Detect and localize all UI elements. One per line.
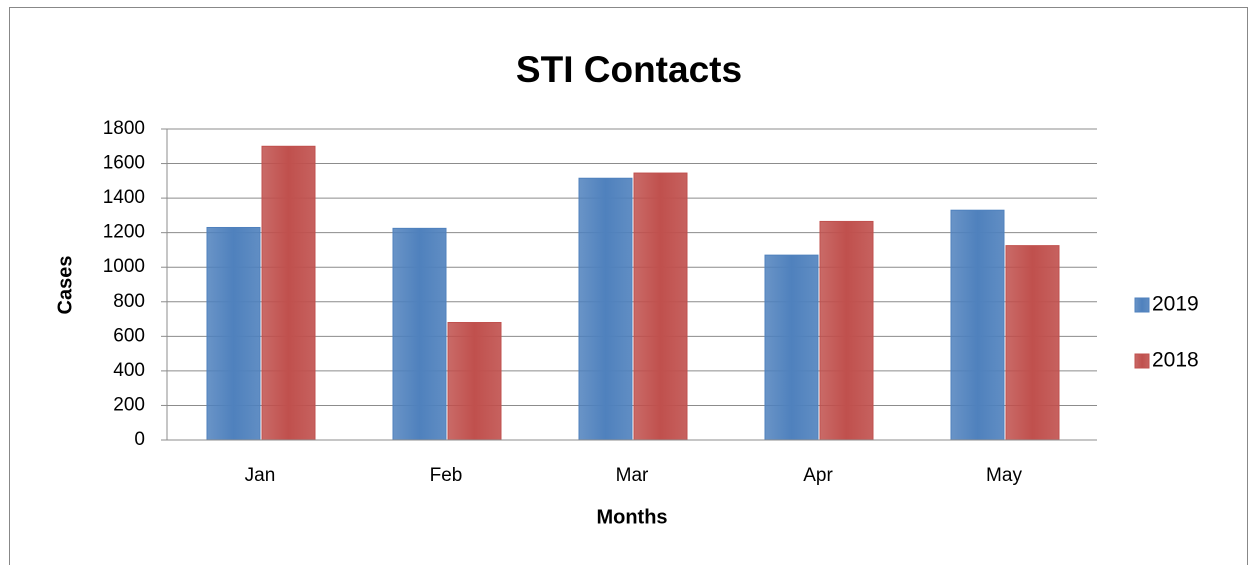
y-tick-label: 0 — [134, 429, 145, 450]
bar — [764, 254, 819, 441]
y-tick-label: 800 — [113, 291, 145, 312]
legend-label: 2019 — [1152, 293, 1199, 316]
bar — [206, 226, 261, 441]
legend-swatch — [1134, 353, 1150, 369]
x-tick-label: May — [986, 465, 1022, 486]
bar — [447, 322, 502, 441]
x-tick-label: Feb — [430, 465, 463, 486]
bar — [261, 145, 316, 441]
bar — [950, 209, 1005, 441]
x-tick-label: Mar — [616, 465, 649, 486]
y-tick-label: 1000 — [103, 256, 145, 277]
x-tick-label: Jan — [245, 465, 276, 486]
chart-title: STI Contacts — [516, 49, 742, 90]
bar — [1005, 245, 1060, 441]
bar — [578, 177, 633, 441]
y-axis-label: Cases — [54, 256, 76, 315]
y-tick-label: 1200 — [103, 222, 145, 243]
y-tick-label: 200 — [113, 394, 145, 415]
bar — [633, 172, 688, 441]
y-tick-label: 1800 — [103, 118, 145, 139]
x-axis-label: Months — [596, 506, 667, 528]
x-tick-label: Apr — [803, 465, 833, 486]
y-tick-label: 600 — [113, 325, 145, 346]
legend-swatch — [1134, 297, 1150, 313]
y-tick-label: 1400 — [103, 187, 145, 208]
bar — [819, 220, 874, 441]
bar — [392, 227, 447, 441]
y-tick-label: 1600 — [103, 153, 145, 174]
legend-label: 2018 — [1152, 349, 1199, 372]
y-tick-label: 400 — [113, 360, 145, 381]
